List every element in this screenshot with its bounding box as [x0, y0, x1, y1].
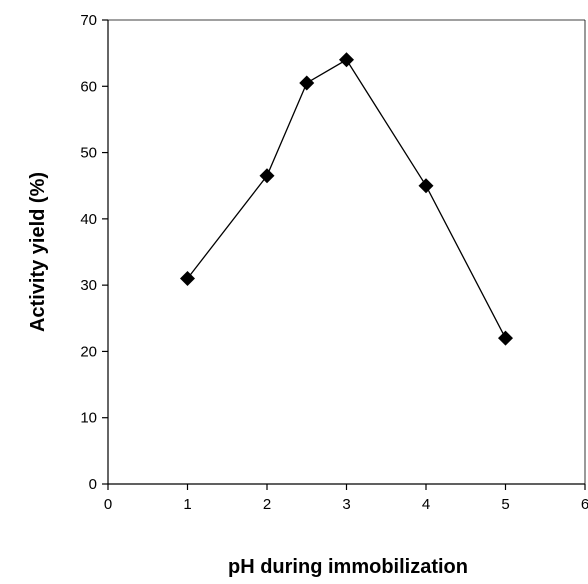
data-point — [498, 330, 513, 346]
series-layer — [180, 52, 513, 346]
data-point — [259, 168, 275, 184]
data-point — [180, 271, 195, 287]
x-tick-label: 3 — [342, 496, 350, 513]
x-axis-ticks: 0 1 2 3 4 5 6 — [104, 484, 588, 513]
plot-frame — [107, 19, 586, 485]
y-tick-label: 10 — [80, 410, 97, 427]
x-tick-label: 6 — [581, 496, 588, 513]
x-tick-label: 0 — [104, 496, 112, 513]
data-point — [418, 178, 434, 194]
y-tick-label: 40 — [80, 211, 97, 228]
y-tick-label: 20 — [80, 343, 97, 360]
y-tick-label: 30 — [80, 277, 97, 294]
series-line — [186, 58, 507, 339]
data-point — [339, 52, 354, 68]
y-axis-title: Activity yield (%) — [27, 172, 49, 332]
x-tick-label: 2 — [263, 496, 271, 513]
y-tick-label: 0 — [89, 476, 97, 493]
x-tick-label: 5 — [501, 496, 509, 513]
y-tick-label: 70 — [80, 12, 97, 29]
y-tick-label: 60 — [80, 78, 97, 95]
y-tick-label: 50 — [80, 145, 97, 162]
data-point — [299, 75, 315, 91]
y-axis-ticks: 0 10 20 30 40 50 60 70 — [80, 12, 108, 493]
x-axis-title: pH during immobilization — [228, 556, 468, 578]
x-tick-label: 1 — [183, 496, 191, 513]
x-tick-label: 4 — [422, 496, 430, 513]
